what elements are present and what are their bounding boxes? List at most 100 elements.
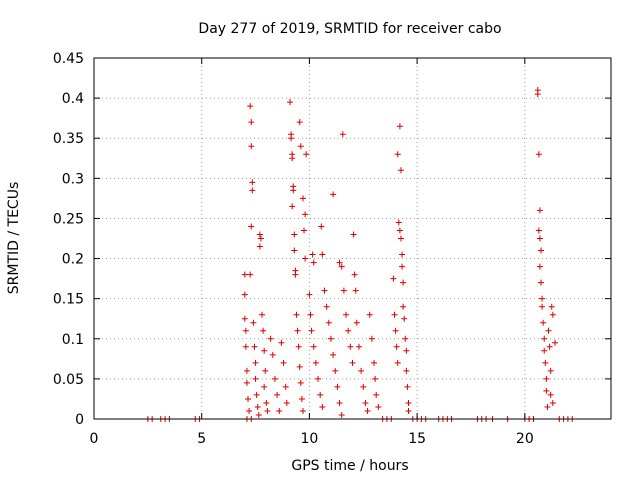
data-point [375,403,382,410]
data-point [543,387,550,394]
y-tick-label: 0.25 [53,211,84,227]
data-point [307,311,314,318]
data-point [394,359,401,366]
data-point [395,219,402,226]
data-point [534,91,541,98]
data-point [373,391,380,398]
data-point [543,375,550,382]
data-point [294,327,301,334]
data-point [401,315,408,322]
data-point [327,335,334,342]
data-point [261,383,268,390]
data-point [287,99,294,106]
data-point [362,399,369,406]
data-point [292,271,299,278]
data-point [312,359,319,366]
grid-lines [94,58,611,419]
data-point [336,259,343,266]
axis-ticks: 0 0.05 0.1 0.15 0.2 0.25 0.3 0.35 0.4 0.45 0 5 10 15 2… [53,51,611,447]
data-point [360,383,367,390]
x-tick-label: 0 [90,431,99,447]
data-point [282,383,289,390]
data-point [339,131,346,138]
y-tick-label: 0.4 [62,91,84,107]
data-point [315,375,322,382]
data-point [405,399,412,406]
data-point [260,327,267,334]
data-point [241,291,248,298]
data-point [256,231,263,238]
data-point [400,303,407,310]
data-point [267,335,274,342]
data-point [545,327,552,334]
data-point [364,407,371,414]
data-point [293,311,300,318]
data-point [321,287,328,294]
data-point [549,399,556,406]
data-point [405,407,412,414]
data-point [366,311,373,318]
data-point [397,235,404,242]
data-point [262,367,269,374]
data-point [242,327,249,334]
data-point [351,271,358,278]
data-point [297,379,304,386]
y-tick-label: 0.35 [53,131,84,147]
data-point [254,403,261,410]
y-tick-label: 0.2 [62,252,84,268]
data-point [319,403,326,410]
data-point [317,391,324,398]
data-point [299,407,306,414]
x-tick-label: 10 [301,431,319,447]
data-point [540,319,547,326]
data-point [264,407,271,414]
data-point [288,135,295,142]
data-point [291,247,298,254]
data-point [399,251,406,258]
data-point [330,191,337,198]
data-point [247,103,254,110]
data-point [323,303,330,310]
data-point [368,335,375,342]
data-point [310,259,317,266]
data-point [289,203,296,210]
y-axis-label: SRMTID / TECUs [6,182,22,295]
data-point [541,347,548,354]
data-point [353,319,360,326]
data-point [392,327,399,334]
data-point [402,335,409,342]
data-point [547,367,554,374]
data-point [334,383,341,390]
data-point [283,399,290,406]
x-axis-label: GPS time / hours [291,458,408,474]
data-point [256,243,263,250]
data-point [536,207,543,214]
data-point [371,359,378,366]
data-point [303,151,310,158]
data-point [302,255,309,262]
data-point [544,403,551,410]
data-point [278,339,285,346]
data-point [350,231,357,238]
data-point [249,179,256,186]
x-tick-label: 15 [408,431,426,447]
data-point [536,235,543,242]
data-point [306,291,313,298]
data-point [271,375,278,382]
data-point [247,271,254,278]
data-point [338,263,345,270]
x-tick-label: 5 [197,431,206,447]
data-point [539,295,546,302]
data-point [396,227,403,234]
y-tick-label: 0.05 [53,372,84,388]
data-point [539,303,546,310]
data-point [391,311,398,318]
data-point [403,347,410,354]
data-point [280,359,287,366]
data-point [249,187,256,194]
data-point [243,367,250,374]
data-point [358,367,365,374]
data-point [347,343,354,350]
data-point [535,151,542,158]
